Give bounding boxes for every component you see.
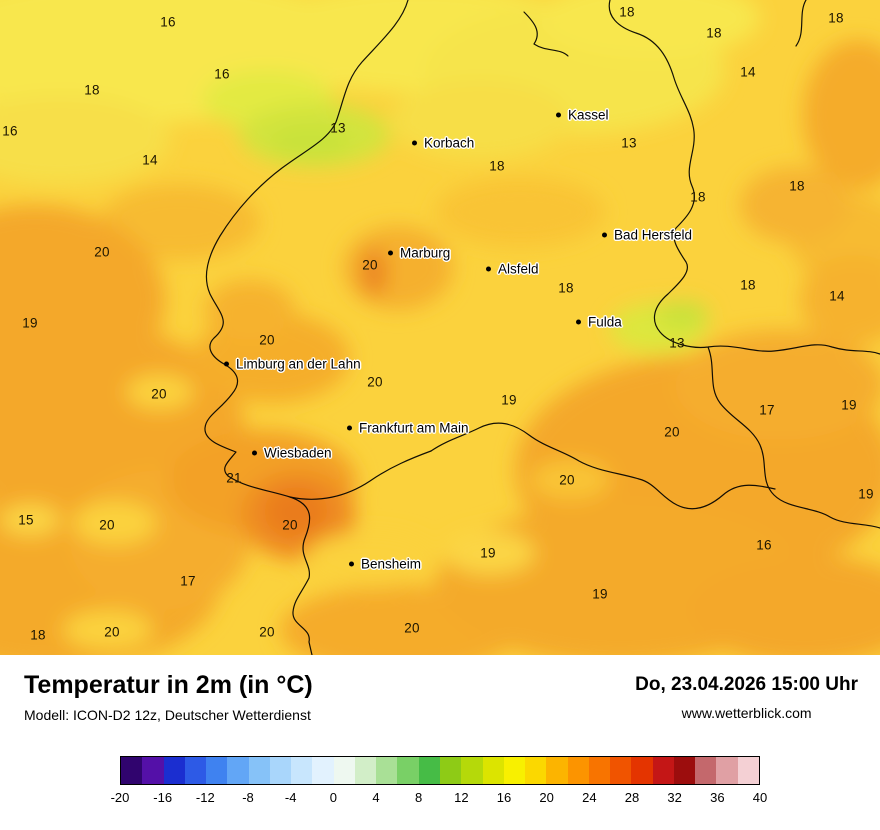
legend-tick-label: -16 <box>153 790 173 805</box>
legend-tick-label: 0 <box>329 790 337 805</box>
legend-color-segment <box>588 757 611 784</box>
footer-left-column: Temperatur in 2m (in °C) Modell: ICON-D2… <box>24 671 313 723</box>
legend-color-segment <box>503 757 526 784</box>
legend-color-segment <box>184 757 207 784</box>
legend-color-segment <box>269 757 292 784</box>
legend-color-segment <box>333 757 355 784</box>
temperature-legend: -20 -16 -12 -8 -4 0 4 8 12 16 20 24 28 32 36 40 <box>111 756 768 806</box>
legend-color-segment <box>418 757 440 784</box>
legend-tick-label: 8 <box>415 790 423 805</box>
legend-tick-label: 24 <box>582 790 597 805</box>
legend-tick-label: 28 <box>624 790 640 805</box>
temperature-map: 18 18 18 16 16 18 16 14 13 14 18 13 18 18 20 20 18 18 14 19… <box>0 0 880 655</box>
legend-tick-label: 36 <box>710 790 725 805</box>
legend-tick-label: -4 <box>284 790 297 805</box>
legend-color-segment <box>737 757 759 784</box>
model-info: Modell: ICON-D2 12z, Deutscher Wetterdie… <box>24 707 311 723</box>
legend-tick-label: -20 <box>110 790 130 805</box>
legend-color-segment <box>652 757 674 784</box>
legend-color-segment <box>227 757 249 784</box>
legend-color-segment <box>142 757 164 784</box>
legend-color-segment <box>610 757 632 784</box>
legend-color-segment <box>695 757 717 784</box>
legend-tick-label: 20 <box>539 790 554 805</box>
website-url: www.wetterblick.com <box>681 705 812 721</box>
legend-color-segment <box>439 757 462 784</box>
legend-color-segment <box>461 757 483 784</box>
legend-color-segment <box>546 757 568 784</box>
legend-tick-label: 4 <box>372 790 380 805</box>
legend-tick-label: 40 <box>752 790 768 805</box>
legend-color-bar <box>120 756 760 785</box>
forecast-datetime: Do, 23.04.2026 15:00 Uhr <box>635 674 858 695</box>
legend-color-segment <box>163 757 185 784</box>
legend-color-segment <box>121 757 143 784</box>
legend-color-segment <box>631 757 653 784</box>
temperature-field-graphic <box>0 0 880 655</box>
legend-color-segment <box>354 757 377 784</box>
legend-color-segment <box>673 757 696 784</box>
footer-right-column: Do, 23.04.2026 15:00 Uhr www.wetterblick… <box>635 671 858 721</box>
legend-color-segment <box>291 757 313 784</box>
legend-color-segment <box>482 757 504 784</box>
legend-tick-label: 16 <box>496 790 512 805</box>
legend-color-segment <box>567 757 589 784</box>
footer-header: Temperatur in 2m (in °C) Modell: ICON-D2… <box>0 655 880 723</box>
legend-tick-label: -12 <box>195 790 215 805</box>
legend-tick-labels: -20 -16 -12 -8 -4 0 4 8 12 16 20 24 28 32 36 40 <box>111 790 768 806</box>
legend-tick-label: 12 <box>454 790 469 805</box>
legend-color-segment <box>716 757 738 784</box>
legend-tick-label: -8 <box>242 790 254 805</box>
legend-color-segment <box>376 757 398 784</box>
legend-color-segment <box>397 757 419 784</box>
legend-color-segment <box>312 757 334 784</box>
page-title: Temperatur in 2m (in °C) <box>24 671 313 699</box>
legend-color-segment <box>525 757 547 784</box>
map-footer: Temperatur in 2m (in °C) Modell: ICON-D2… <box>0 655 880 830</box>
legend-color-segment <box>206 757 228 784</box>
legend-color-segment <box>248 757 270 784</box>
state-border-lines <box>204 0 880 655</box>
legend-tick-label: 32 <box>667 790 682 805</box>
